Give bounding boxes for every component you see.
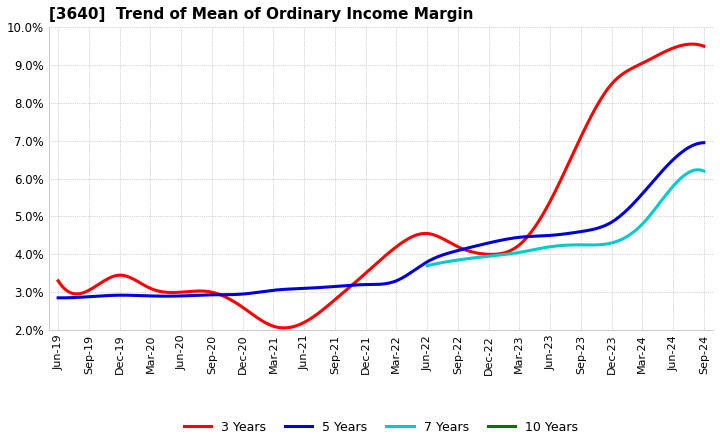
3 Years	[600, 91, 609, 96]
7 Years	[588, 242, 596, 248]
7 Years	[423, 263, 432, 268]
3 Years	[451, 243, 460, 248]
5 Years	[600, 223, 609, 228]
5 Years	[54, 295, 63, 301]
3 Years	[642, 59, 650, 64]
7 Years	[700, 169, 708, 174]
5 Years	[438, 253, 447, 258]
Text: [3640]  Trend of Mean of Ordinary Income Margin: [3640] Trend of Mean of Ordinary Income …	[49, 7, 474, 22]
Line: 7 Years: 7 Years	[427, 170, 704, 266]
7 Years	[587, 242, 595, 248]
5 Years	[700, 140, 708, 145]
5 Years	[58, 295, 67, 301]
Legend: 3 Years, 5 Years, 7 Years, 10 Years: 3 Years, 5 Years, 7 Years, 10 Years	[179, 416, 583, 439]
3 Years	[54, 278, 63, 283]
Line: 5 Years: 5 Years	[58, 143, 704, 298]
3 Years	[687, 41, 696, 47]
7 Years	[592, 242, 600, 248]
3 Years	[281, 325, 289, 330]
5 Years	[451, 249, 460, 254]
7 Years	[656, 199, 665, 205]
3 Years	[56, 281, 65, 286]
3 Years	[441, 237, 449, 242]
7 Years	[694, 167, 703, 172]
5 Years	[56, 295, 65, 301]
7 Years	[674, 178, 683, 183]
5 Years	[642, 187, 650, 193]
7 Years	[423, 263, 431, 268]
3 Years	[700, 44, 708, 49]
3 Years	[438, 236, 447, 241]
Line: 3 Years: 3 Years	[58, 44, 704, 328]
5 Years	[441, 252, 449, 257]
